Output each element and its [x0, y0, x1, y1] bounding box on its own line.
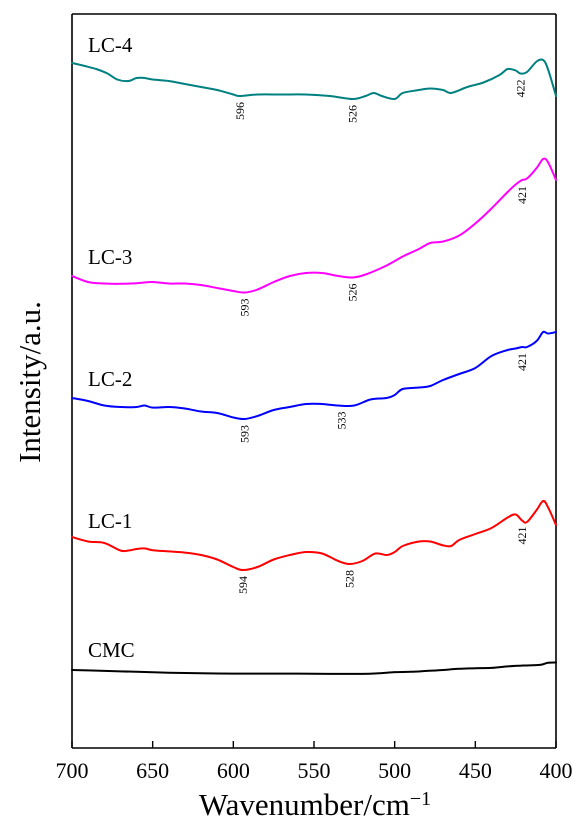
x-tick-label-550: 550: [298, 758, 331, 783]
x-axis-ticks: 700 650 600 550 500 450 400: [56, 741, 573, 783]
plot-frame: [71, 13, 557, 749]
peak-label-lc-2-421: 421: [515, 353, 529, 371]
peak-label-lc-2-533: 533: [334, 412, 348, 430]
series-line-lc-4: [71, 58, 557, 101]
series-line-lc-2: [71, 330, 557, 421]
x-axis-title: Wavenumber/cm−1: [199, 787, 431, 822]
series-label-lc-3: LC-3: [88, 245, 132, 269]
peak-label-lc-1-528: 528: [343, 570, 357, 588]
peak-label-lc-4-526: 526: [346, 105, 360, 123]
series-line-cmc: [71, 661, 557, 675]
x-tick-label-400: 400: [540, 758, 573, 783]
x-tick-label-450: 450: [459, 758, 492, 783]
x-tick-label-500: 500: [378, 758, 411, 783]
peak-label-lc-1-421: 421: [515, 527, 529, 545]
peak-label-lc-1-594: 594: [236, 576, 250, 594]
peak-label-lc-4-422: 422: [514, 80, 528, 98]
x-tick-label-650: 650: [136, 758, 169, 783]
x-tick-label-600: 600: [217, 758, 250, 783]
series-line-lc-1: [71, 499, 557, 571]
y-axis-title: Intensity/a.u.: [12, 301, 47, 463]
peak-label-lc-4-596: 596: [233, 102, 247, 120]
x-tick-label-700: 700: [56, 758, 89, 783]
series-label-lc-1: LC-1: [88, 509, 132, 533]
peak-label-lc-3-593: 593: [238, 299, 252, 317]
peak-label-lc-3-421: 421: [515, 186, 529, 204]
series-label-lc-2: LC-2: [88, 367, 132, 391]
series-group: [71, 58, 557, 675]
peak-label-lc-2-593: 593: [238, 425, 252, 443]
series-labels: CMC LC-1 LC-2 LC-3 LC-4: [88, 33, 135, 662]
series-label-cmc: CMC: [88, 638, 135, 662]
peak-label-lc-3-526: 526: [346, 284, 360, 302]
peak-annotations: 594 528 421 593 533 421 593 526 421 596 526 422: [233, 80, 529, 595]
series-label-lc-4: LC-4: [88, 33, 133, 57]
series-line-lc-3: [71, 157, 557, 294]
